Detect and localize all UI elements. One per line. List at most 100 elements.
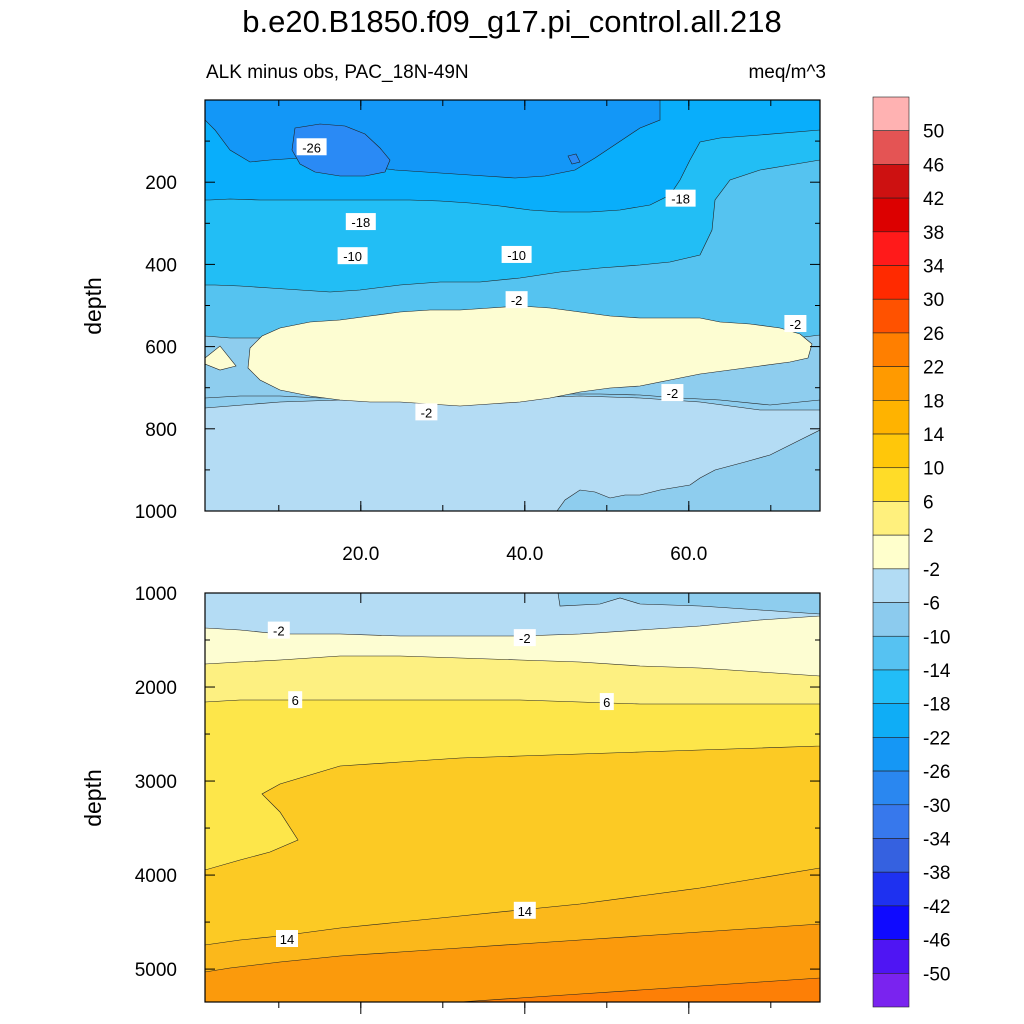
colorbar-segment	[872, 568, 910, 603]
upper-ytick-label: 600	[145, 338, 177, 359]
lower-ylabel: depth	[80, 769, 106, 827]
colorbar-segment	[872, 703, 910, 738]
colorbar-level-label: 50	[923, 122, 944, 143]
colorbar: 50 46 42 38 34 30 26 22 18 14 10 6 2 -2 -6 -10 -14 -18 -22…	[872, 96, 951, 1008]
svg-text:14: 14	[518, 904, 532, 919]
upper-xtick-label: 20.0	[342, 544, 379, 565]
colorbar-level-label: -26	[923, 762, 950, 783]
chart-units: meq/m^3	[748, 62, 826, 83]
colorbar-level-label: 42	[923, 189, 944, 210]
upper-xtick-label: 40.0	[506, 544, 543, 565]
svg-text:-2: -2	[667, 386, 679, 401]
colorbar-level-label: -42	[923, 897, 950, 918]
colorbar-level-label: -22	[923, 728, 950, 749]
lower-contour-panel	[205, 593, 820, 1002]
colorbar-level-label: -2	[923, 560, 940, 581]
colorbar-segment	[872, 737, 910, 772]
contour-label: 14	[513, 901, 536, 919]
colorbar-level-label: 38	[923, 223, 944, 244]
colorbar-level-label: -46	[923, 931, 950, 952]
colorbar-segment	[872, 939, 910, 974]
colorbar-level-label: -50	[923, 964, 950, 985]
svg-text:-2: -2	[519, 631, 531, 646]
colorbar-level-label: -6	[923, 594, 940, 615]
lower-ytick-label: 1000	[135, 584, 177, 605]
contour-label: -2	[784, 314, 807, 332]
colorbar-level-label: 2	[923, 526, 934, 547]
contour-label: -18	[665, 189, 696, 207]
lower-plot-frame	[204, 592, 821, 1003]
colorbar-segment	[872, 804, 910, 839]
colorbar-level-label: 30	[923, 290, 944, 311]
upper-ylabel: depth	[80, 277, 106, 335]
colorbar-segment	[872, 298, 910, 334]
svg-text:-2: -2	[421, 405, 433, 420]
svg-text:-10: -10	[507, 248, 526, 263]
svg-text:6: 6	[603, 695, 610, 710]
svg-text:-2: -2	[790, 317, 802, 332]
axes-group: 200 400 600 800 1000 20.0 40.0 60.0 1000 2000 3000…	[80, 100, 820, 1014]
colorbar-segment	[872, 534, 910, 570]
contour-label: 14	[276, 930, 298, 948]
colorbar-segment	[872, 130, 910, 165]
lower-ytick-label: 3000	[135, 772, 177, 793]
upper-ytick-label: 1000	[135, 502, 177, 523]
colorbar-segment	[872, 96, 910, 132]
contour-label: -10	[501, 245, 532, 263]
upper-xtick-label: 60.0	[670, 544, 707, 565]
colorbar-segment	[872, 871, 910, 907]
upper-ytick-label: 800	[145, 420, 177, 441]
colorbar-segment	[872, 366, 910, 401]
colorbar-segment	[872, 635, 910, 671]
colorbar-level-label: 22	[923, 358, 944, 379]
colorbar-level-label: -10	[923, 627, 950, 648]
colorbar-level-label: 6	[923, 492, 934, 513]
contour-label: -2	[415, 403, 438, 421]
contour-label: -2	[513, 629, 536, 647]
lower-ytick-label: 5000	[135, 960, 177, 981]
svg-text:-10: -10	[343, 249, 362, 264]
contour-label: 6	[599, 693, 614, 711]
upper-ytick-label: 400	[145, 255, 177, 276]
colorbar-segment	[872, 265, 910, 300]
contour-label: -2	[267, 621, 290, 639]
contour-label: -2	[661, 384, 684, 402]
svg-text:6: 6	[292, 693, 299, 708]
svg-text:-26: -26	[302, 140, 321, 155]
colorbar-level-label: -14	[923, 661, 951, 682]
upper-band-minus2-core	[247, 305, 813, 407]
colorbar-level-label: 34	[923, 257, 945, 278]
lower-ytick-label: 4000	[135, 866, 177, 887]
colorbar-level-label: 26	[923, 324, 944, 345]
colorbar-segment	[872, 400, 910, 435]
lower-ytick-label: 2000	[135, 678, 177, 699]
colorbar-segment	[872, 467, 910, 502]
contour-label: 6	[288, 691, 303, 709]
colorbar-level-label: 10	[923, 459, 944, 480]
upper-band-se-minus10	[556, 429, 820, 511]
contour-label: -18	[345, 213, 376, 231]
chart-title: b.e20.B1850.f09_g17.pi_control.all.218	[242, 4, 782, 39]
svg-text:14: 14	[280, 932, 294, 947]
colorbar-segment	[872, 433, 910, 469]
svg-text:-18: -18	[671, 192, 690, 207]
colorbar-segment	[872, 602, 910, 637]
svg-text:-2: -2	[511, 293, 523, 308]
colorbar-segment	[872, 164, 910, 199]
colorbar-segment	[872, 669, 910, 704]
upper-ytick-label: 200	[145, 173, 177, 194]
colorbar-level-label: 18	[923, 391, 944, 412]
colorbar-segment	[872, 838, 910, 873]
colorbar-level-label: 46	[923, 155, 944, 176]
colorbar-level-label: -38	[923, 863, 950, 884]
colorbar-segment	[872, 231, 910, 266]
contour-label: -2	[505, 291, 528, 309]
colorbar-segment	[872, 905, 910, 940]
colorbar-segment	[872, 197, 910, 233]
colorbar-segment	[872, 332, 910, 367]
colorbar-level-label: -30	[923, 796, 950, 817]
colorbar-level-label: -18	[923, 695, 950, 716]
svg-text:-2: -2	[273, 624, 285, 639]
